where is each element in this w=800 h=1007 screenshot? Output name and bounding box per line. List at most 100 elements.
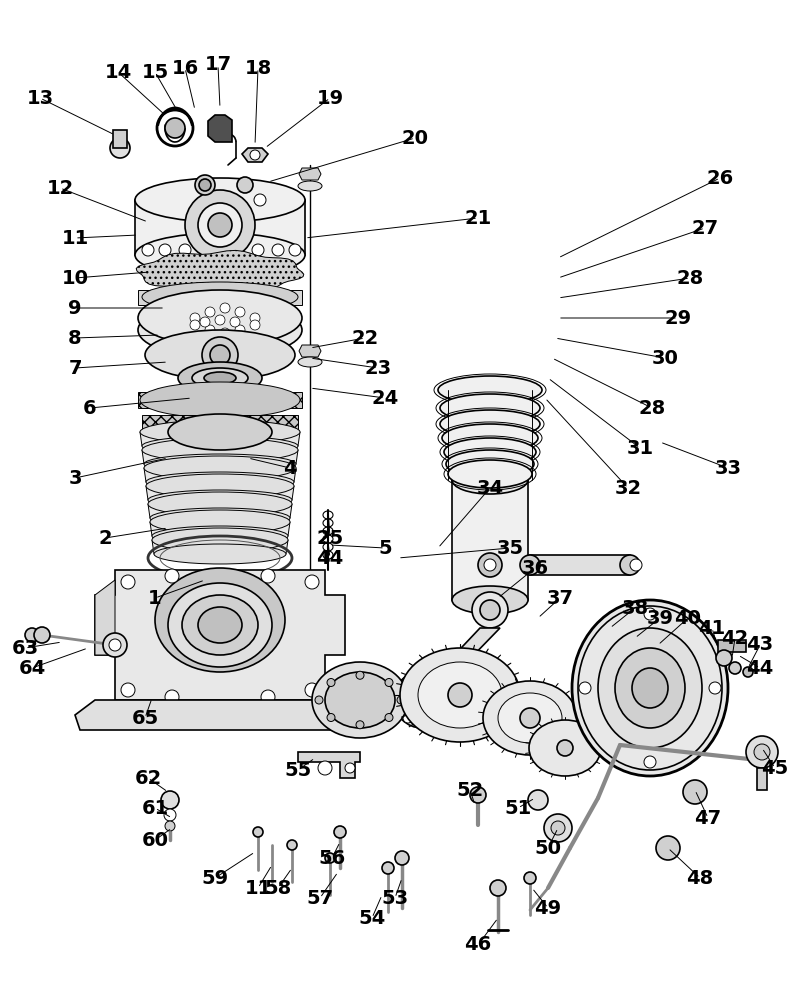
Circle shape [472,592,508,628]
Text: 19: 19 [317,89,343,108]
Circle shape [230,317,240,327]
Ellipse shape [498,693,562,743]
Ellipse shape [142,282,298,312]
Circle shape [215,315,225,325]
Text: 64: 64 [18,659,46,678]
Polygon shape [75,700,360,730]
Circle shape [754,744,770,760]
Ellipse shape [192,368,248,388]
Circle shape [528,790,548,810]
Text: 65: 65 [131,709,158,727]
Polygon shape [146,486,294,500]
Text: 48: 48 [686,868,714,887]
Text: 22: 22 [351,328,378,347]
Text: 35: 35 [497,539,523,558]
Circle shape [165,118,185,138]
Bar [113,130,127,148]
Circle shape [404,682,440,718]
Circle shape [25,628,39,642]
Text: 23: 23 [365,358,391,378]
Circle shape [709,682,721,694]
Circle shape [198,203,242,247]
Circle shape [490,880,506,896]
Text: 54: 54 [358,908,386,927]
Circle shape [620,555,640,575]
Polygon shape [95,580,115,655]
Circle shape [478,553,502,577]
Polygon shape [135,200,305,255]
Ellipse shape [452,466,528,494]
Circle shape [165,821,175,831]
Polygon shape [142,450,298,464]
Text: 55: 55 [284,760,312,779]
Text: 26: 26 [706,168,734,187]
Circle shape [544,814,572,842]
Text: 34: 34 [477,478,503,497]
Text: 29: 29 [665,308,691,327]
Circle shape [382,862,394,874]
Ellipse shape [144,454,296,474]
Ellipse shape [298,357,322,367]
Text: 56: 56 [318,849,346,867]
Circle shape [743,667,753,677]
Circle shape [272,244,284,256]
Ellipse shape [312,662,408,738]
Polygon shape [140,432,300,446]
Circle shape [746,736,778,768]
Text: 33: 33 [714,458,742,477]
Circle shape [165,690,179,704]
Circle shape [142,244,154,256]
Ellipse shape [615,648,685,728]
Circle shape [34,627,50,643]
Ellipse shape [144,456,296,480]
Ellipse shape [135,178,305,222]
Circle shape [235,307,245,317]
Text: 4: 4 [283,458,297,477]
Ellipse shape [152,528,288,552]
Polygon shape [95,570,345,700]
Ellipse shape [140,420,300,444]
Ellipse shape [418,662,502,728]
Text: 46: 46 [464,936,492,955]
Ellipse shape [135,233,305,277]
Circle shape [484,559,496,571]
Ellipse shape [138,302,302,358]
Circle shape [109,639,121,651]
Bar [718,640,746,652]
Circle shape [121,575,135,589]
Text: 5: 5 [378,539,392,558]
Polygon shape [152,540,288,554]
Text: 32: 32 [614,478,642,497]
Circle shape [431,713,441,723]
Ellipse shape [572,600,728,776]
Text: 53: 53 [382,888,409,907]
Ellipse shape [168,583,272,667]
Polygon shape [299,345,321,357]
Circle shape [179,244,191,256]
Circle shape [289,244,301,256]
Circle shape [579,682,591,694]
Ellipse shape [598,628,702,748]
Circle shape [208,213,232,237]
Circle shape [630,559,642,571]
Polygon shape [208,115,232,142]
Circle shape [190,320,200,330]
Circle shape [165,569,179,583]
Circle shape [334,826,346,838]
Circle shape [356,721,364,729]
Text: 58: 58 [264,878,292,897]
Circle shape [385,714,393,721]
Polygon shape [298,752,360,778]
Text: 17: 17 [205,55,231,75]
Ellipse shape [152,526,288,546]
Circle shape [327,679,335,687]
Text: 44: 44 [316,549,344,568]
Text: 31: 31 [626,438,654,457]
Text: 13: 13 [26,89,54,108]
Ellipse shape [145,330,295,380]
Circle shape [325,853,335,863]
Circle shape [318,761,332,775]
Ellipse shape [204,372,236,384]
Text: 45: 45 [762,758,789,777]
Circle shape [716,650,732,666]
